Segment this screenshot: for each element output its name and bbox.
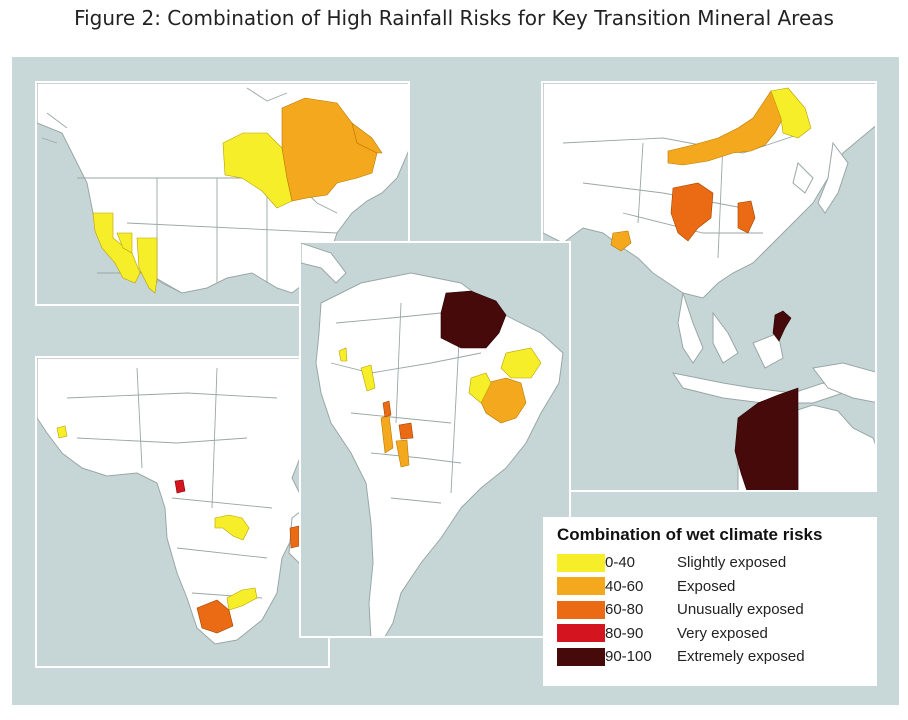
africa-map	[37, 358, 328, 645]
borders-south-america	[330, 302, 482, 504]
region-atacama	[382, 400, 392, 418]
region-california	[92, 212, 141, 284]
panel-north-america	[35, 81, 410, 306]
region-peru-central	[360, 364, 376, 392]
region-northern-cape	[196, 599, 234, 634]
land-korea-japan	[792, 141, 849, 214]
legend-swatch-slightly	[557, 553, 605, 572]
figure-title: Figure 2: Combination of High Rainfall R…	[74, 6, 834, 30]
legend-label: Unusually exposed	[677, 601, 804, 619]
region-sichuan	[670, 182, 714, 242]
land-new-guinea	[812, 362, 875, 403]
region-mozambique	[289, 525, 300, 549]
legend-item: 60-80 Unusually exposed	[557, 598, 863, 622]
legend-swatch-extremely	[557, 647, 605, 666]
legend-item: 0-40 Slightly exposed	[557, 551, 863, 575]
region-bolivia-potosi	[398, 422, 414, 440]
region-sulawesi	[772, 310, 792, 342]
legend-item: 80-90 Very exposed	[557, 622, 863, 646]
panel-south-america	[299, 241, 571, 638]
region-bahia	[500, 347, 542, 379]
land-africa	[37, 358, 328, 645]
region-odisha	[610, 230, 632, 252]
region-heilongjiang	[770, 87, 812, 139]
legend-label: Slightly exposed	[677, 554, 787, 572]
south-america-map	[301, 243, 564, 636]
map-canvas: Combination of wet climate risks 0-40 Sl…	[12, 57, 899, 705]
legend-range: 90-100	[605, 648, 652, 666]
region-arizona	[136, 237, 158, 294]
legend: Combination of wet climate risks 0-40 Sl…	[543, 517, 877, 686]
legend-range: 80-90	[605, 624, 644, 642]
legend-swatch-unusually	[557, 600, 605, 619]
land-central-america	[301, 243, 347, 284]
region-labrador	[351, 122, 383, 154]
legend-label: Extremely exposed	[677, 648, 805, 666]
legend-title: Combination of wet climate risks	[557, 525, 823, 544]
legend-range: 60-80	[605, 601, 644, 619]
coast-islands	[41, 87, 288, 144]
legend-label: Exposed	[677, 577, 736, 595]
legend-item: 90-100 Extremely exposed	[557, 645, 863, 669]
region-sierra-leone	[56, 425, 68, 439]
north-america-map	[37, 83, 408, 294]
legend-range: 40-60	[605, 577, 644, 595]
land-south-america	[315, 272, 564, 636]
region-nevada	[116, 232, 133, 254]
east-asia-australia-map	[543, 83, 875, 490]
legend-swatch-exposed	[557, 577, 605, 596]
region-para	[440, 290, 507, 349]
land-southeast-asia	[677, 292, 739, 364]
legend-swatch-very	[557, 624, 605, 643]
legend-range: 0-40	[605, 554, 636, 572]
panel-africa	[35, 356, 330, 668]
region-goias	[468, 372, 492, 404]
region-argentina-salta	[395, 439, 410, 468]
region-jiangxi	[737, 200, 756, 234]
region-gabon	[174, 479, 186, 494]
legend-item: 40-60 Exposed	[557, 575, 863, 599]
border-states	[126, 178, 338, 283]
panel-east-asia-australia	[541, 81, 877, 492]
region-peru-north	[338, 347, 348, 362]
legend-label: Very exposed	[677, 624, 768, 642]
borders-africa	[66, 367, 278, 599]
region-quebec	[281, 97, 378, 202]
region-copperbelt	[214, 514, 250, 541]
region-western-australia	[734, 387, 799, 490]
